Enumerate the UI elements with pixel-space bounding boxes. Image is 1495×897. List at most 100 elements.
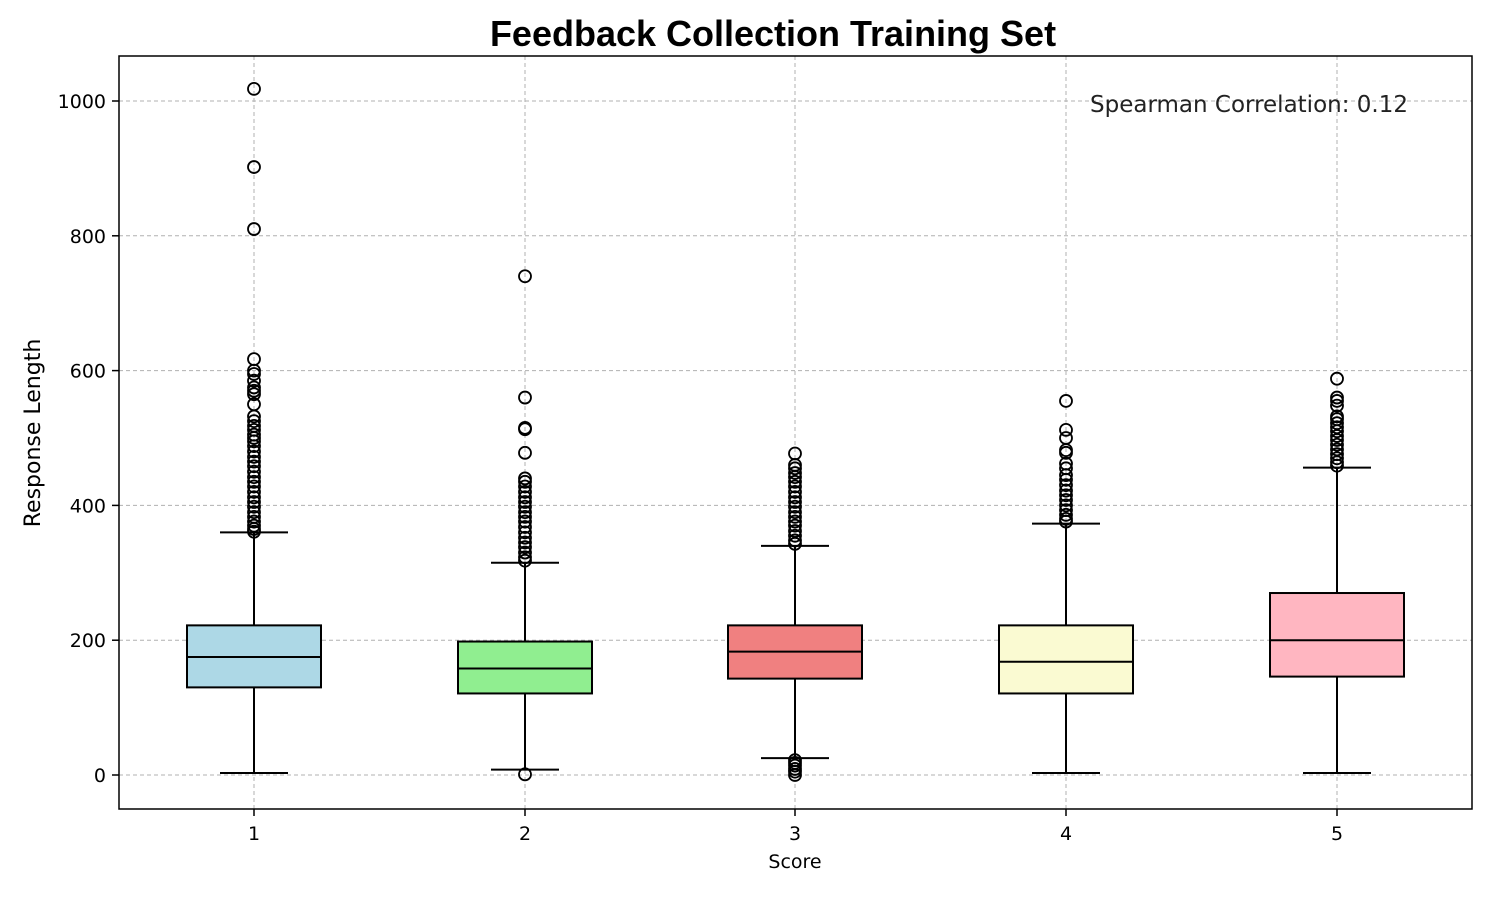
outlier-point — [247, 459, 261, 474]
outlier-point — [247, 439, 261, 453]
outlier-point — [247, 409, 261, 424]
outlier-point — [1330, 371, 1344, 386]
outlier-point — [247, 444, 261, 459]
outlier-point — [788, 470, 802, 484]
outlier-point — [1059, 472, 1073, 487]
outlier-point — [518, 530, 532, 545]
outlier-point — [247, 479, 261, 494]
grid — [119, 56, 1472, 809]
outlier-point — [247, 485, 261, 499]
outlier-point — [1059, 488, 1073, 503]
outlier-point — [518, 422, 532, 437]
outlier-point — [518, 525, 532, 540]
outlier-point — [518, 514, 532, 529]
outlier-point — [247, 474, 261, 489]
outlier-point — [518, 445, 532, 460]
outlier-point — [1059, 468, 1073, 482]
y-tick-label: 0 — [94, 765, 106, 787]
outlier-point — [518, 545, 532, 560]
box-group-1 — [186, 81, 322, 774]
outlier-point — [1330, 398, 1344, 413]
outlier-point — [247, 373, 261, 388]
outlier-point — [247, 454, 261, 469]
x-tick-label: 3 — [789, 823, 801, 845]
outlier-point — [1059, 493, 1073, 507]
outlier-point — [518, 490, 532, 505]
outlier-point — [1330, 458, 1344, 473]
outlier-point — [1330, 437, 1344, 452]
outlier-point — [518, 535, 532, 550]
chart-title: Feedback Collection Training Set — [490, 13, 1056, 54]
outlier-point — [1059, 478, 1073, 493]
boxes — [186, 81, 1405, 782]
y-tick-label: 1000 — [58, 91, 106, 113]
outlier-point — [1330, 424, 1344, 439]
outlier-point — [247, 495, 261, 509]
outlier-point — [247, 464, 261, 479]
outlier-point — [518, 390, 532, 405]
y-tick-label: 800 — [70, 226, 106, 248]
outlier-point — [788, 528, 802, 543]
outlier-point — [247, 505, 261, 520]
box-group-2 — [457, 269, 593, 782]
box-group-3 — [727, 446, 863, 782]
x-tick-label: 1 — [248, 823, 260, 845]
outlier-point — [247, 222, 261, 236]
outlier-point — [247, 499, 261, 514]
outlier-point — [247, 387, 261, 402]
x-tick-label: 4 — [1060, 823, 1072, 845]
outlier-point — [788, 536, 802, 551]
outlier-point — [788, 495, 802, 509]
outlier-point — [788, 768, 802, 782]
outlier-point — [518, 499, 532, 514]
box-iqr — [998, 624, 1134, 695]
outlier-point — [788, 509, 802, 524]
x-tick-label: 5 — [1331, 823, 1343, 845]
axis-ticks: 0 200 400 600 800 1000 1 2 3 4 5 — [58, 91, 1343, 845]
outlier-point — [518, 553, 532, 568]
outlier-point — [247, 434, 261, 449]
outlier-point — [247, 514, 261, 529]
outlier-point — [1059, 423, 1073, 437]
outlier-point — [1059, 514, 1073, 529]
y-tick-label: 400 — [70, 495, 106, 517]
outlier-point — [788, 485, 802, 499]
outlier-point — [518, 505, 532, 520]
outlier-point — [1330, 433, 1344, 447]
outlier-point — [518, 495, 532, 509]
outlier-point — [247, 160, 261, 174]
outlier-point — [518, 479, 532, 494]
outlier-point — [247, 367, 261, 381]
outlier-point — [1330, 394, 1344, 408]
outlier-point — [788, 518, 802, 533]
outlier-point — [788, 479, 802, 494]
outlier-point — [247, 470, 261, 484]
outlier-point — [247, 414, 261, 429]
x-axis-label: Score — [768, 851, 821, 873]
outlier-point — [518, 509, 532, 524]
outlier-point — [788, 514, 802, 529]
outlier-point — [1330, 451, 1344, 466]
outlier-point — [788, 499, 802, 514]
outlier-point — [518, 474, 532, 489]
outlier-point — [247, 81, 261, 96]
box-group-5 — [1269, 371, 1405, 774]
x-tick-label: 2 — [519, 823, 531, 845]
outlier-point — [788, 490, 802, 505]
outlier-point — [1330, 429, 1344, 443]
outlier-point — [518, 485, 532, 499]
outlier-point — [788, 474, 802, 489]
spearman-annotation: Spearman Correlation: 0.12 — [1090, 92, 1408, 118]
outlier-point — [518, 767, 532, 782]
outlier-point — [247, 524, 261, 539]
box-iqr — [457, 640, 593, 695]
outlier-point — [1059, 507, 1073, 522]
outlier-point — [1059, 498, 1073, 513]
outlier-point — [518, 520, 532, 534]
outlier-point — [788, 461, 802, 476]
outlier-point — [1059, 445, 1073, 460]
box-group-4 — [998, 394, 1134, 774]
outlier-point — [788, 505, 802, 520]
y-axis-label: Response Length — [21, 339, 46, 528]
